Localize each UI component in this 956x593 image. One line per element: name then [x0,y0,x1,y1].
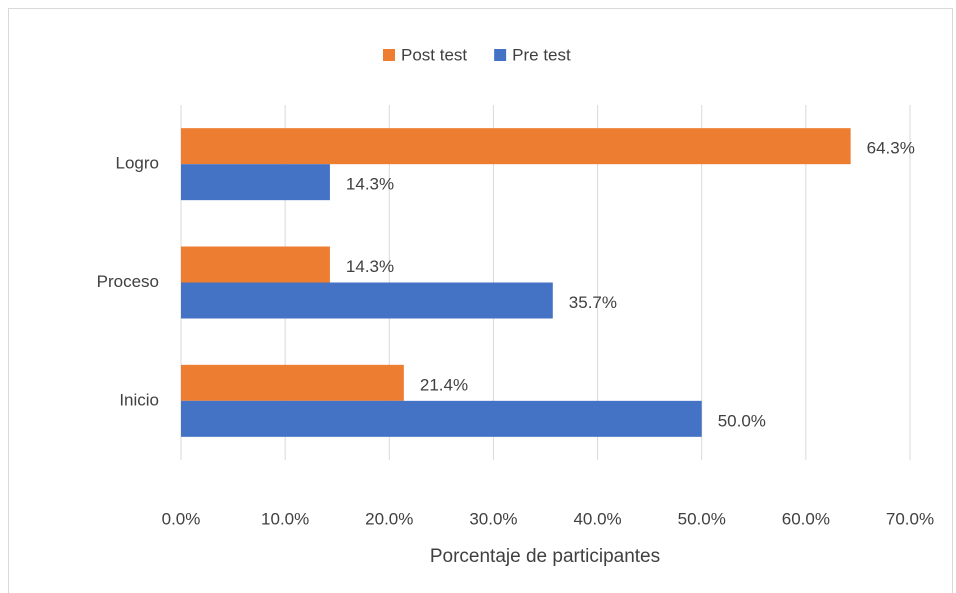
y-tick-label: Proceso [97,272,159,291]
data-label: 21.4% [420,375,468,394]
x-tick-label: 20.0% [365,509,413,528]
legend-label: Post test [401,45,467,64]
x-tick-label: 60.0% [782,509,830,528]
data-label: 50.0% [718,411,766,430]
data-label: 14.3% [346,175,394,194]
x-tick-label: 50.0% [678,509,726,528]
legend-label: Pre test [512,45,571,64]
data-label: 64.3% [867,139,915,158]
data-label: 35.7% [569,293,617,312]
bar [181,128,851,165]
bar [181,246,330,283]
bar [181,364,404,401]
bar [181,282,553,319]
x-axis-title: Porcentaje de participantes [430,546,660,567]
x-tick-label: 70.0% [886,509,934,528]
bar [181,400,702,437]
y-tick-label: Logro [116,154,159,173]
data-label: 14.3% [346,257,394,276]
legend-swatch [383,49,395,61]
x-tick-label: 40.0% [573,509,621,528]
x-tick-label: 10.0% [261,509,309,528]
bar [181,164,330,201]
y-tick-label: Inicio [119,390,159,409]
legend-swatch [494,49,507,61]
x-tick-label: 0.0% [162,509,201,528]
x-tick-label: 30.0% [469,509,517,528]
